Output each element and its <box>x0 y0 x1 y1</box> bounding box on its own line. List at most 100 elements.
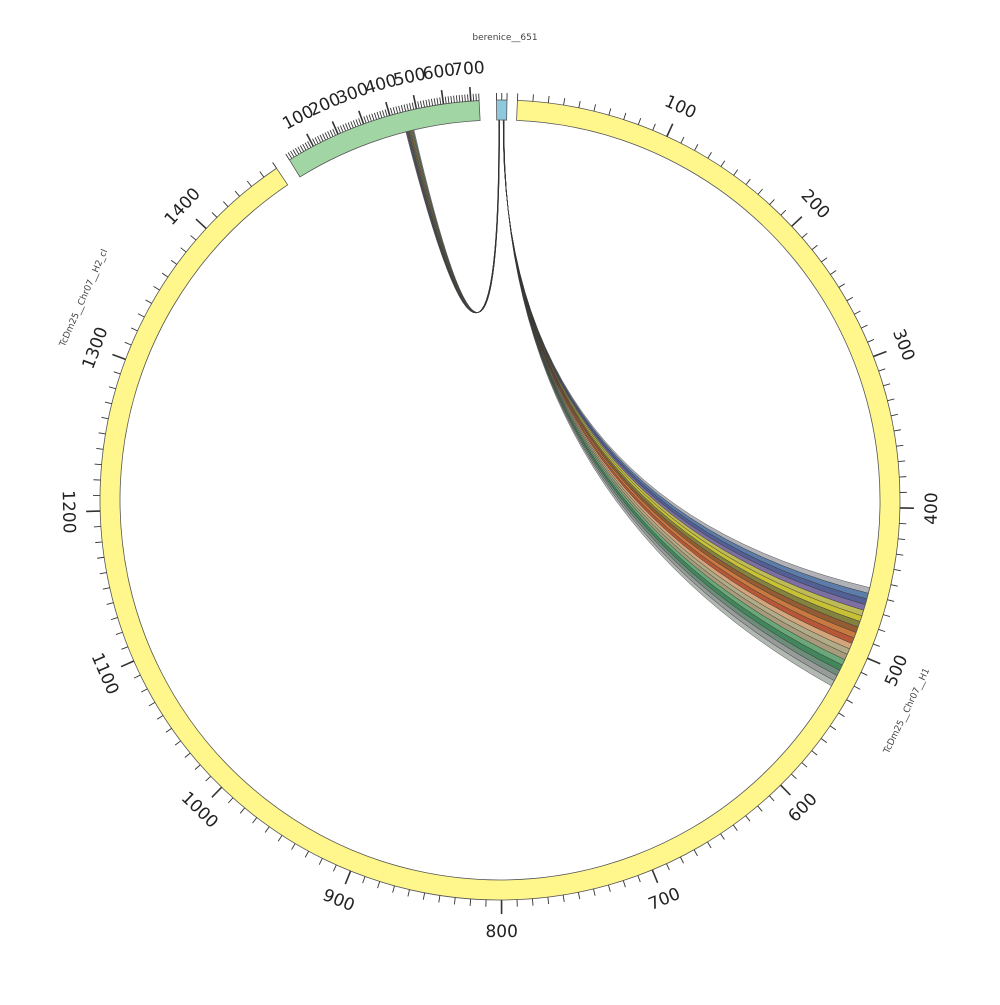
tick-mark <box>260 171 264 177</box>
tick-mark <box>883 615 890 617</box>
tick-mark <box>879 629 886 631</box>
tick-mark <box>307 134 314 146</box>
tick-mark <box>407 104 409 111</box>
tick-mark <box>125 342 131 345</box>
tick-mark <box>292 844 296 850</box>
tick-mark <box>812 245 817 249</box>
tick-mark <box>733 825 737 831</box>
tick-mark <box>894 569 901 570</box>
tick-label: 400 <box>922 492 943 525</box>
tick-mark <box>95 464 102 465</box>
tick-mark <box>708 152 712 158</box>
tick-mark <box>439 895 440 902</box>
tick-marks <box>86 87 914 914</box>
tick-mark <box>868 339 874 342</box>
tick-label: 900 <box>320 885 358 916</box>
tick-mark <box>440 97 441 104</box>
tick-mark <box>97 557 104 558</box>
tick-mark <box>364 116 366 123</box>
tick-mark <box>333 865 336 871</box>
tick-mark <box>578 892 579 899</box>
tick-mark <box>442 90 444 104</box>
link-ribbon <box>407 120 499 313</box>
tick-mark <box>894 430 901 431</box>
tick-mark <box>372 114 374 121</box>
tick-mark <box>839 713 845 717</box>
tick-mark <box>434 98 435 105</box>
tick-mark <box>319 858 322 864</box>
tick-mark <box>887 399 894 401</box>
tick-mark <box>286 154 290 160</box>
tick-mark <box>396 107 398 114</box>
tick-mark <box>300 145 303 151</box>
tick-mark <box>470 87 471 101</box>
tick-mark <box>420 101 421 108</box>
tick-mark <box>861 325 867 328</box>
tick-mark <box>401 105 403 112</box>
tick-mark <box>781 785 791 795</box>
tick-mark <box>623 881 625 888</box>
tick-mark <box>343 125 346 131</box>
tick-mark <box>149 702 155 706</box>
tick-mark <box>721 161 725 167</box>
tick-mark <box>101 417 108 418</box>
tick-mark <box>332 121 338 134</box>
tick-mark <box>328 131 331 137</box>
tick-labels: 1002003004005006007008009001000110012001… <box>58 58 943 942</box>
tick-mark <box>393 107 395 114</box>
tick-mark <box>228 798 233 803</box>
tick-mark <box>338 127 341 133</box>
tick-mark <box>854 311 860 314</box>
tick-mark <box>462 95 463 102</box>
tick-mark <box>278 835 282 841</box>
tick-mark <box>896 554 903 555</box>
tick-mark <box>195 765 200 770</box>
tick-mark <box>667 124 673 137</box>
tick-mark <box>437 98 438 105</box>
tick-mark <box>470 899 471 906</box>
tick-mark <box>380 111 382 118</box>
tick-mark <box>891 414 898 415</box>
tick-mark <box>468 94 469 101</box>
tick-mark <box>792 217 802 227</box>
tick-mark <box>112 354 125 359</box>
tick-mark <box>325 133 328 139</box>
tick-label: 700 <box>452 58 486 80</box>
tick-label: 800 <box>485 922 518 942</box>
tick-mark <box>134 675 140 678</box>
tick-mark <box>404 104 406 111</box>
tick-mark <box>770 199 775 204</box>
tick-mark <box>861 672 867 675</box>
tick-mark <box>141 689 147 692</box>
tick-mark <box>223 202 228 207</box>
sequence-arc-berenice <box>497 100 507 120</box>
tick-mark <box>721 834 725 840</box>
tick-mark <box>295 148 299 154</box>
tick-mark <box>111 618 118 620</box>
sequence-arcs <box>100 100 900 900</box>
tick-mark <box>330 130 333 136</box>
tick-mark <box>465 95 466 102</box>
tick-mark <box>548 96 549 103</box>
tick-mark <box>666 864 669 870</box>
tick-mark <box>533 94 534 101</box>
tick-mark <box>121 661 134 667</box>
tick-mark <box>105 402 112 404</box>
tick-mark <box>399 106 401 113</box>
tick-mark <box>116 632 123 634</box>
tick-mark <box>532 899 533 906</box>
tick-mark <box>459 95 460 102</box>
tick-mark <box>345 871 350 884</box>
tick-label: 100 <box>661 92 699 124</box>
tick-mark <box>454 897 455 904</box>
tick-mark <box>847 297 853 300</box>
tick-mark <box>95 542 102 543</box>
tick-mark <box>340 126 343 132</box>
tick-mark <box>185 753 190 757</box>
tick-label: 1100 <box>87 650 123 698</box>
tick-mark <box>348 122 351 128</box>
tick-mark <box>293 150 297 156</box>
tick-mark <box>898 539 905 540</box>
tick-mark <box>448 96 449 103</box>
